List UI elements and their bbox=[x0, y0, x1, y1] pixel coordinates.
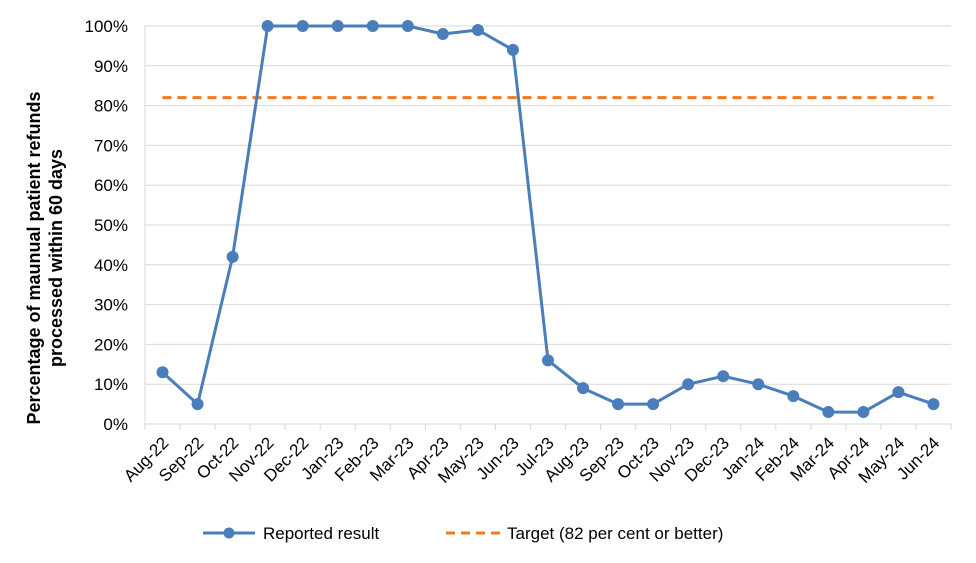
legend-marker-reported-result bbox=[223, 527, 235, 539]
y-tick-label: 70% bbox=[94, 136, 128, 155]
data-point-marker bbox=[752, 378, 765, 391]
data-point-marker bbox=[787, 390, 800, 403]
series-layer bbox=[156, 20, 940, 419]
data-point-marker bbox=[436, 27, 449, 40]
data-point-marker bbox=[577, 382, 590, 395]
y-tick-label: 90% bbox=[94, 57, 128, 76]
y-tick-label: 50% bbox=[94, 216, 128, 235]
data-point-marker bbox=[892, 386, 905, 399]
data-point-marker bbox=[612, 398, 625, 411]
data-point-marker bbox=[156, 366, 169, 379]
y-tick-label: 40% bbox=[94, 256, 128, 275]
y-axis-ticks: 0% 10% 20% 30% 40% 50% 60% 70% 80% 90% 100% bbox=[85, 17, 128, 434]
data-point-marker bbox=[261, 20, 274, 32]
data-point-marker bbox=[366, 20, 379, 32]
data-point-marker bbox=[647, 398, 660, 411]
y-tick-label: 0% bbox=[103, 415, 128, 434]
data-point-marker bbox=[927, 398, 940, 411]
data-point-marker bbox=[331, 20, 344, 32]
legend-label-target: Target (82 per cent or better) bbox=[507, 524, 723, 543]
data-point-marker bbox=[401, 20, 414, 32]
data-point-marker bbox=[226, 250, 239, 263]
y-tick-label: 100% bbox=[85, 17, 128, 36]
data-point-marker bbox=[296, 20, 309, 32]
data-point-marker bbox=[717, 370, 730, 383]
x-axis-ticks: Aug-22Sep-22Oct-22Nov-22Dec-22Jan-23Feb-… bbox=[120, 424, 952, 487]
y-axis-title-line-2: processed within 60 days bbox=[46, 149, 66, 367]
data-point-marker bbox=[857, 406, 870, 419]
y-tick-label: 80% bbox=[94, 97, 128, 116]
data-point-marker bbox=[471, 23, 484, 36]
data-point-marker bbox=[822, 406, 835, 419]
y-tick-label: 10% bbox=[94, 375, 128, 394]
y-tick-label: 60% bbox=[94, 176, 128, 195]
y-axis-title-line-1: Percentage of maunual patient refunds bbox=[24, 91, 44, 424]
data-point-marker bbox=[682, 378, 695, 391]
data-point-marker bbox=[542, 354, 554, 367]
data-point-marker bbox=[506, 43, 519, 56]
y-tick-label: 30% bbox=[94, 296, 128, 315]
y-tick-label: 20% bbox=[94, 335, 128, 354]
data-point-marker bbox=[191, 398, 204, 411]
series-line-reported-result bbox=[161, 24, 934, 414]
legend: Reported result Target (82 per cent or be… bbox=[203, 524, 723, 543]
legend-label-reported-result: Reported result bbox=[263, 524, 380, 543]
